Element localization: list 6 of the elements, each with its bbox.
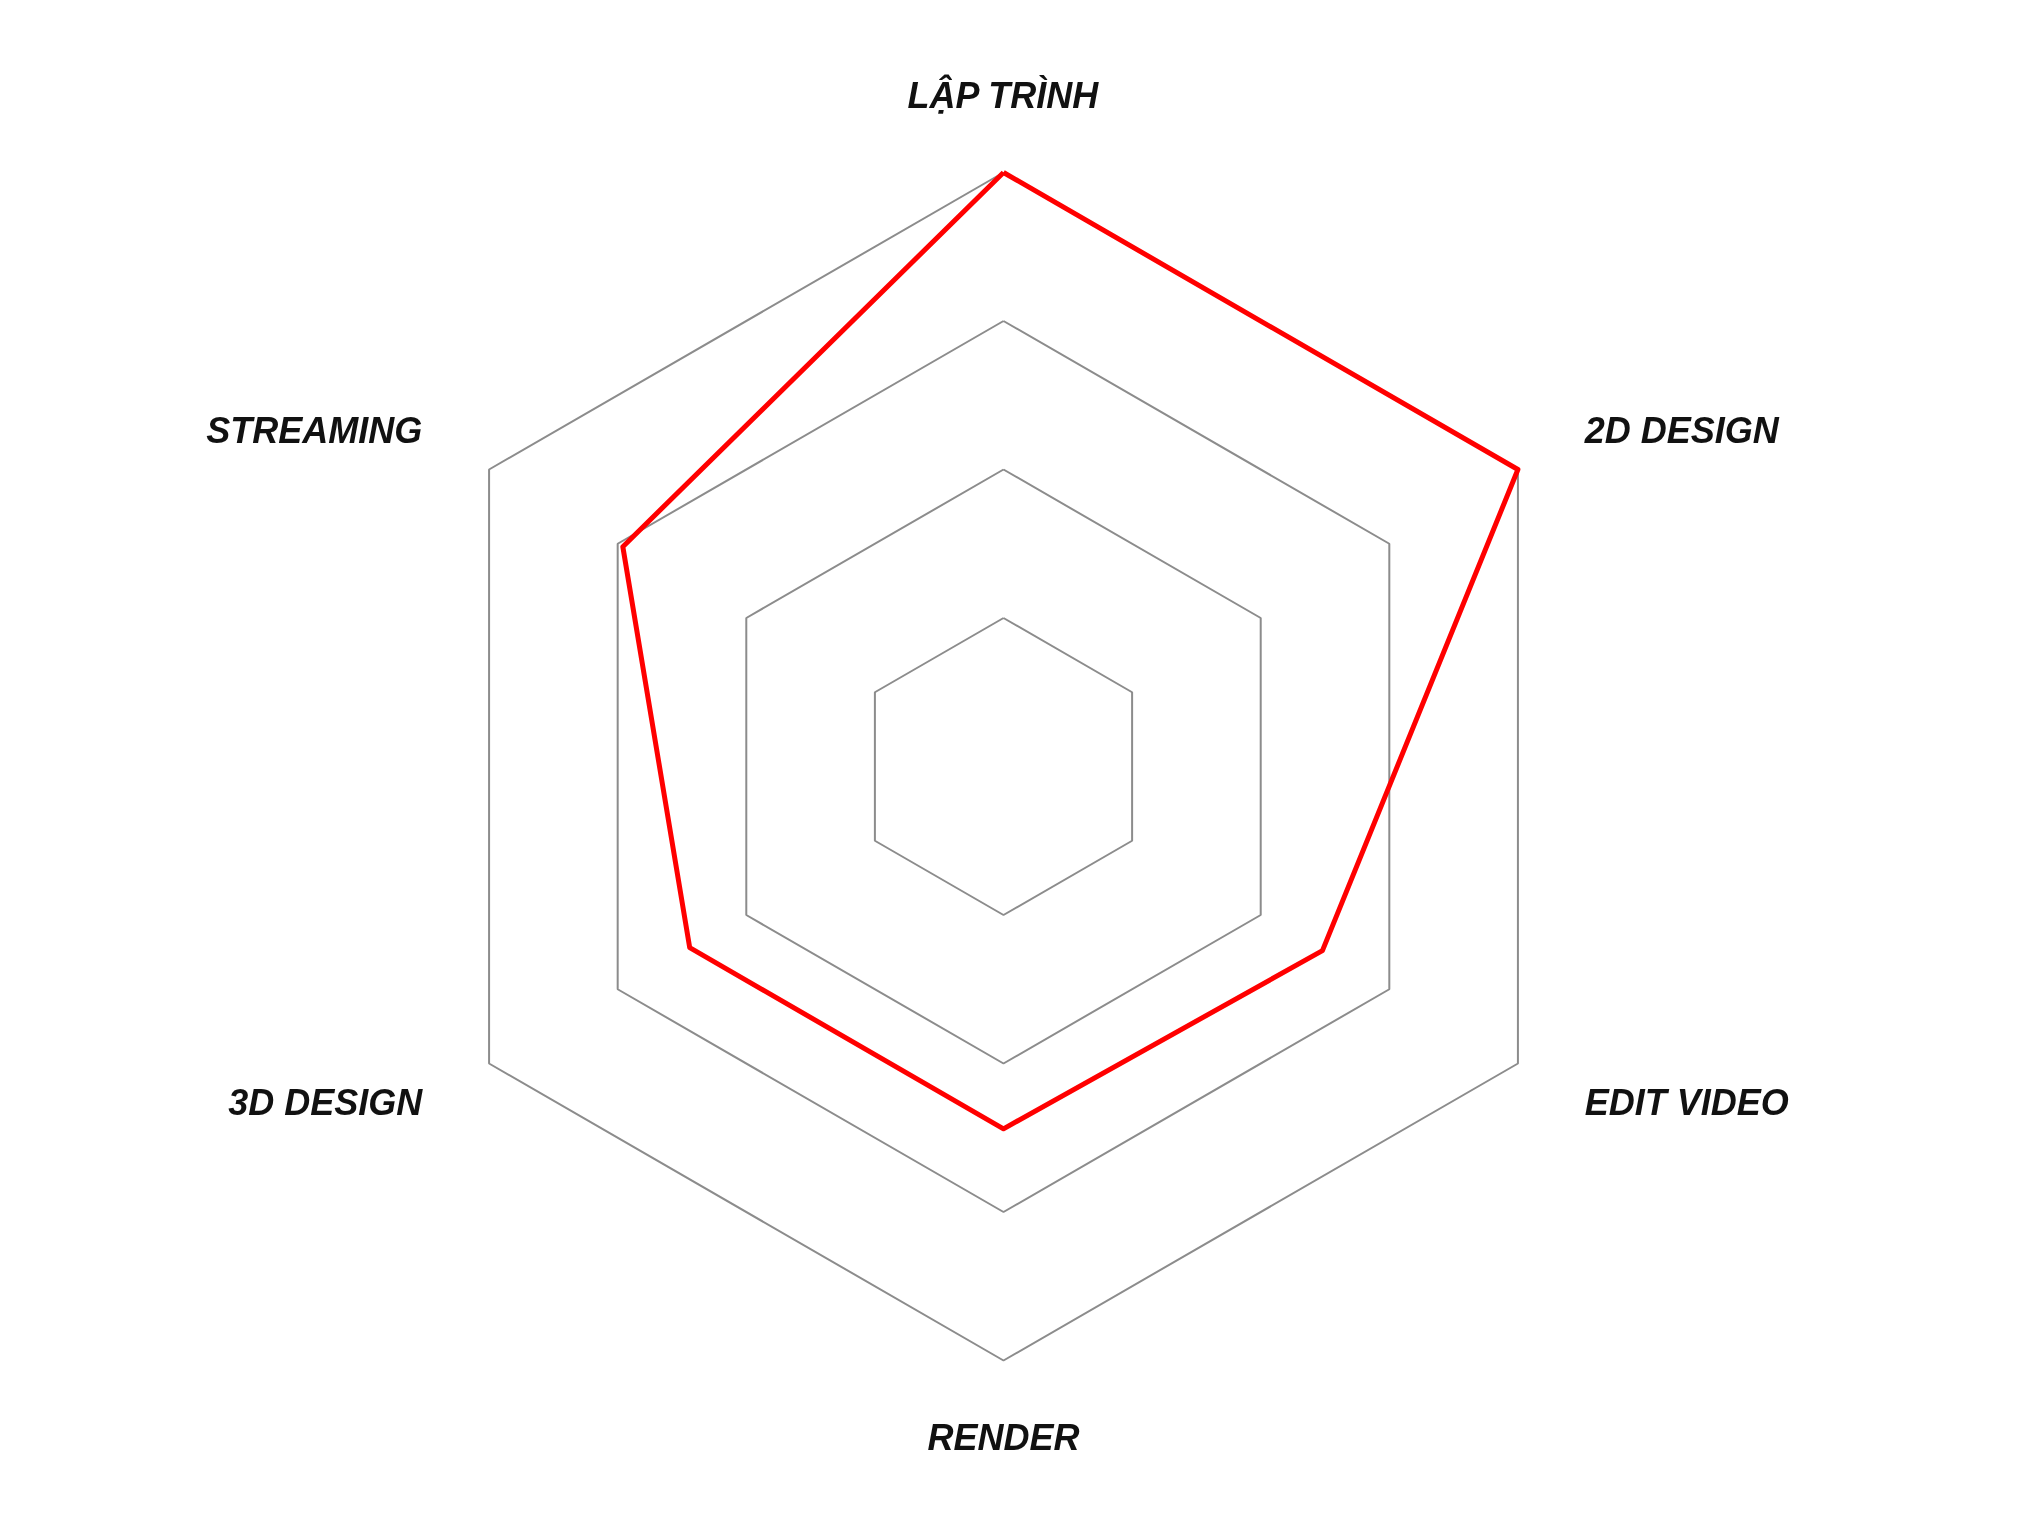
- spoke-label: LẬP TRÌNH: [907, 73, 1100, 116]
- spoke-label: 3D DESIGN: [228, 1081, 424, 1123]
- spoke-label: EDIT VIDEO: [1584, 1081, 1789, 1123]
- spoke-label: RENDER: [927, 1417, 1080, 1459]
- spoke-label: 2D DESIGN: [1583, 410, 1780, 452]
- spoke-label: STREAMING: [206, 410, 423, 452]
